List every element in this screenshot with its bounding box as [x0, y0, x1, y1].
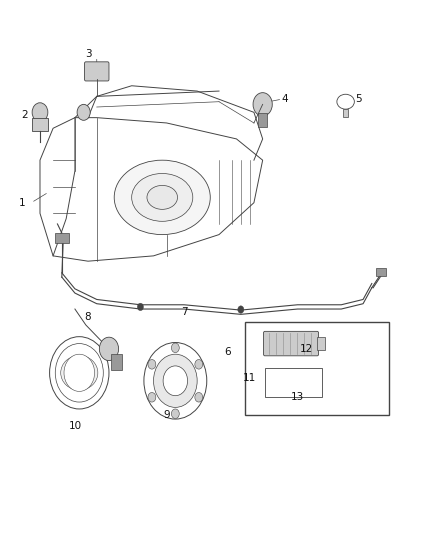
Circle shape [253, 93, 272, 116]
Text: 12: 12 [300, 344, 313, 354]
Bar [55, 233, 69, 243]
Bar [32, 118, 48, 131]
Bar [265, 368, 321, 397]
Circle shape [64, 354, 95, 391]
Circle shape [238, 306, 244, 313]
Text: 6: 6 [224, 346, 231, 357]
Bar [258, 114, 267, 127]
FancyBboxPatch shape [264, 332, 318, 356]
Circle shape [99, 337, 119, 361]
Bar [245, 322, 389, 415]
Text: 3: 3 [85, 49, 92, 59]
Ellipse shape [147, 185, 177, 209]
Text: 5: 5 [355, 94, 362, 104]
Circle shape [171, 343, 179, 353]
Circle shape [148, 392, 156, 402]
Ellipse shape [61, 356, 98, 390]
Polygon shape [40, 118, 263, 261]
Circle shape [148, 360, 156, 369]
Text: 11: 11 [243, 373, 256, 383]
Circle shape [32, 103, 48, 122]
Bar [343, 109, 348, 117]
Text: 7: 7 [181, 306, 187, 317]
Ellipse shape [114, 160, 210, 235]
Circle shape [171, 409, 179, 418]
Circle shape [144, 343, 207, 419]
Text: 4: 4 [281, 94, 288, 104]
Circle shape [195, 360, 203, 369]
Circle shape [49, 337, 109, 409]
Circle shape [153, 354, 197, 407]
Ellipse shape [132, 173, 193, 221]
Text: 2: 2 [21, 110, 28, 120]
Circle shape [163, 366, 187, 395]
Bar [376, 268, 386, 276]
Text: 8: 8 [85, 312, 92, 322]
Text: 13: 13 [291, 392, 304, 402]
FancyBboxPatch shape [85, 62, 109, 81]
Ellipse shape [337, 94, 354, 109]
Text: 1: 1 [19, 198, 26, 208]
Circle shape [77, 104, 90, 120]
Circle shape [195, 392, 203, 402]
Circle shape [138, 303, 144, 311]
Bar [111, 354, 122, 370]
Bar [317, 337, 325, 350]
Circle shape [55, 344, 103, 402]
Text: 10: 10 [68, 421, 81, 431]
Text: 9: 9 [163, 410, 170, 421]
